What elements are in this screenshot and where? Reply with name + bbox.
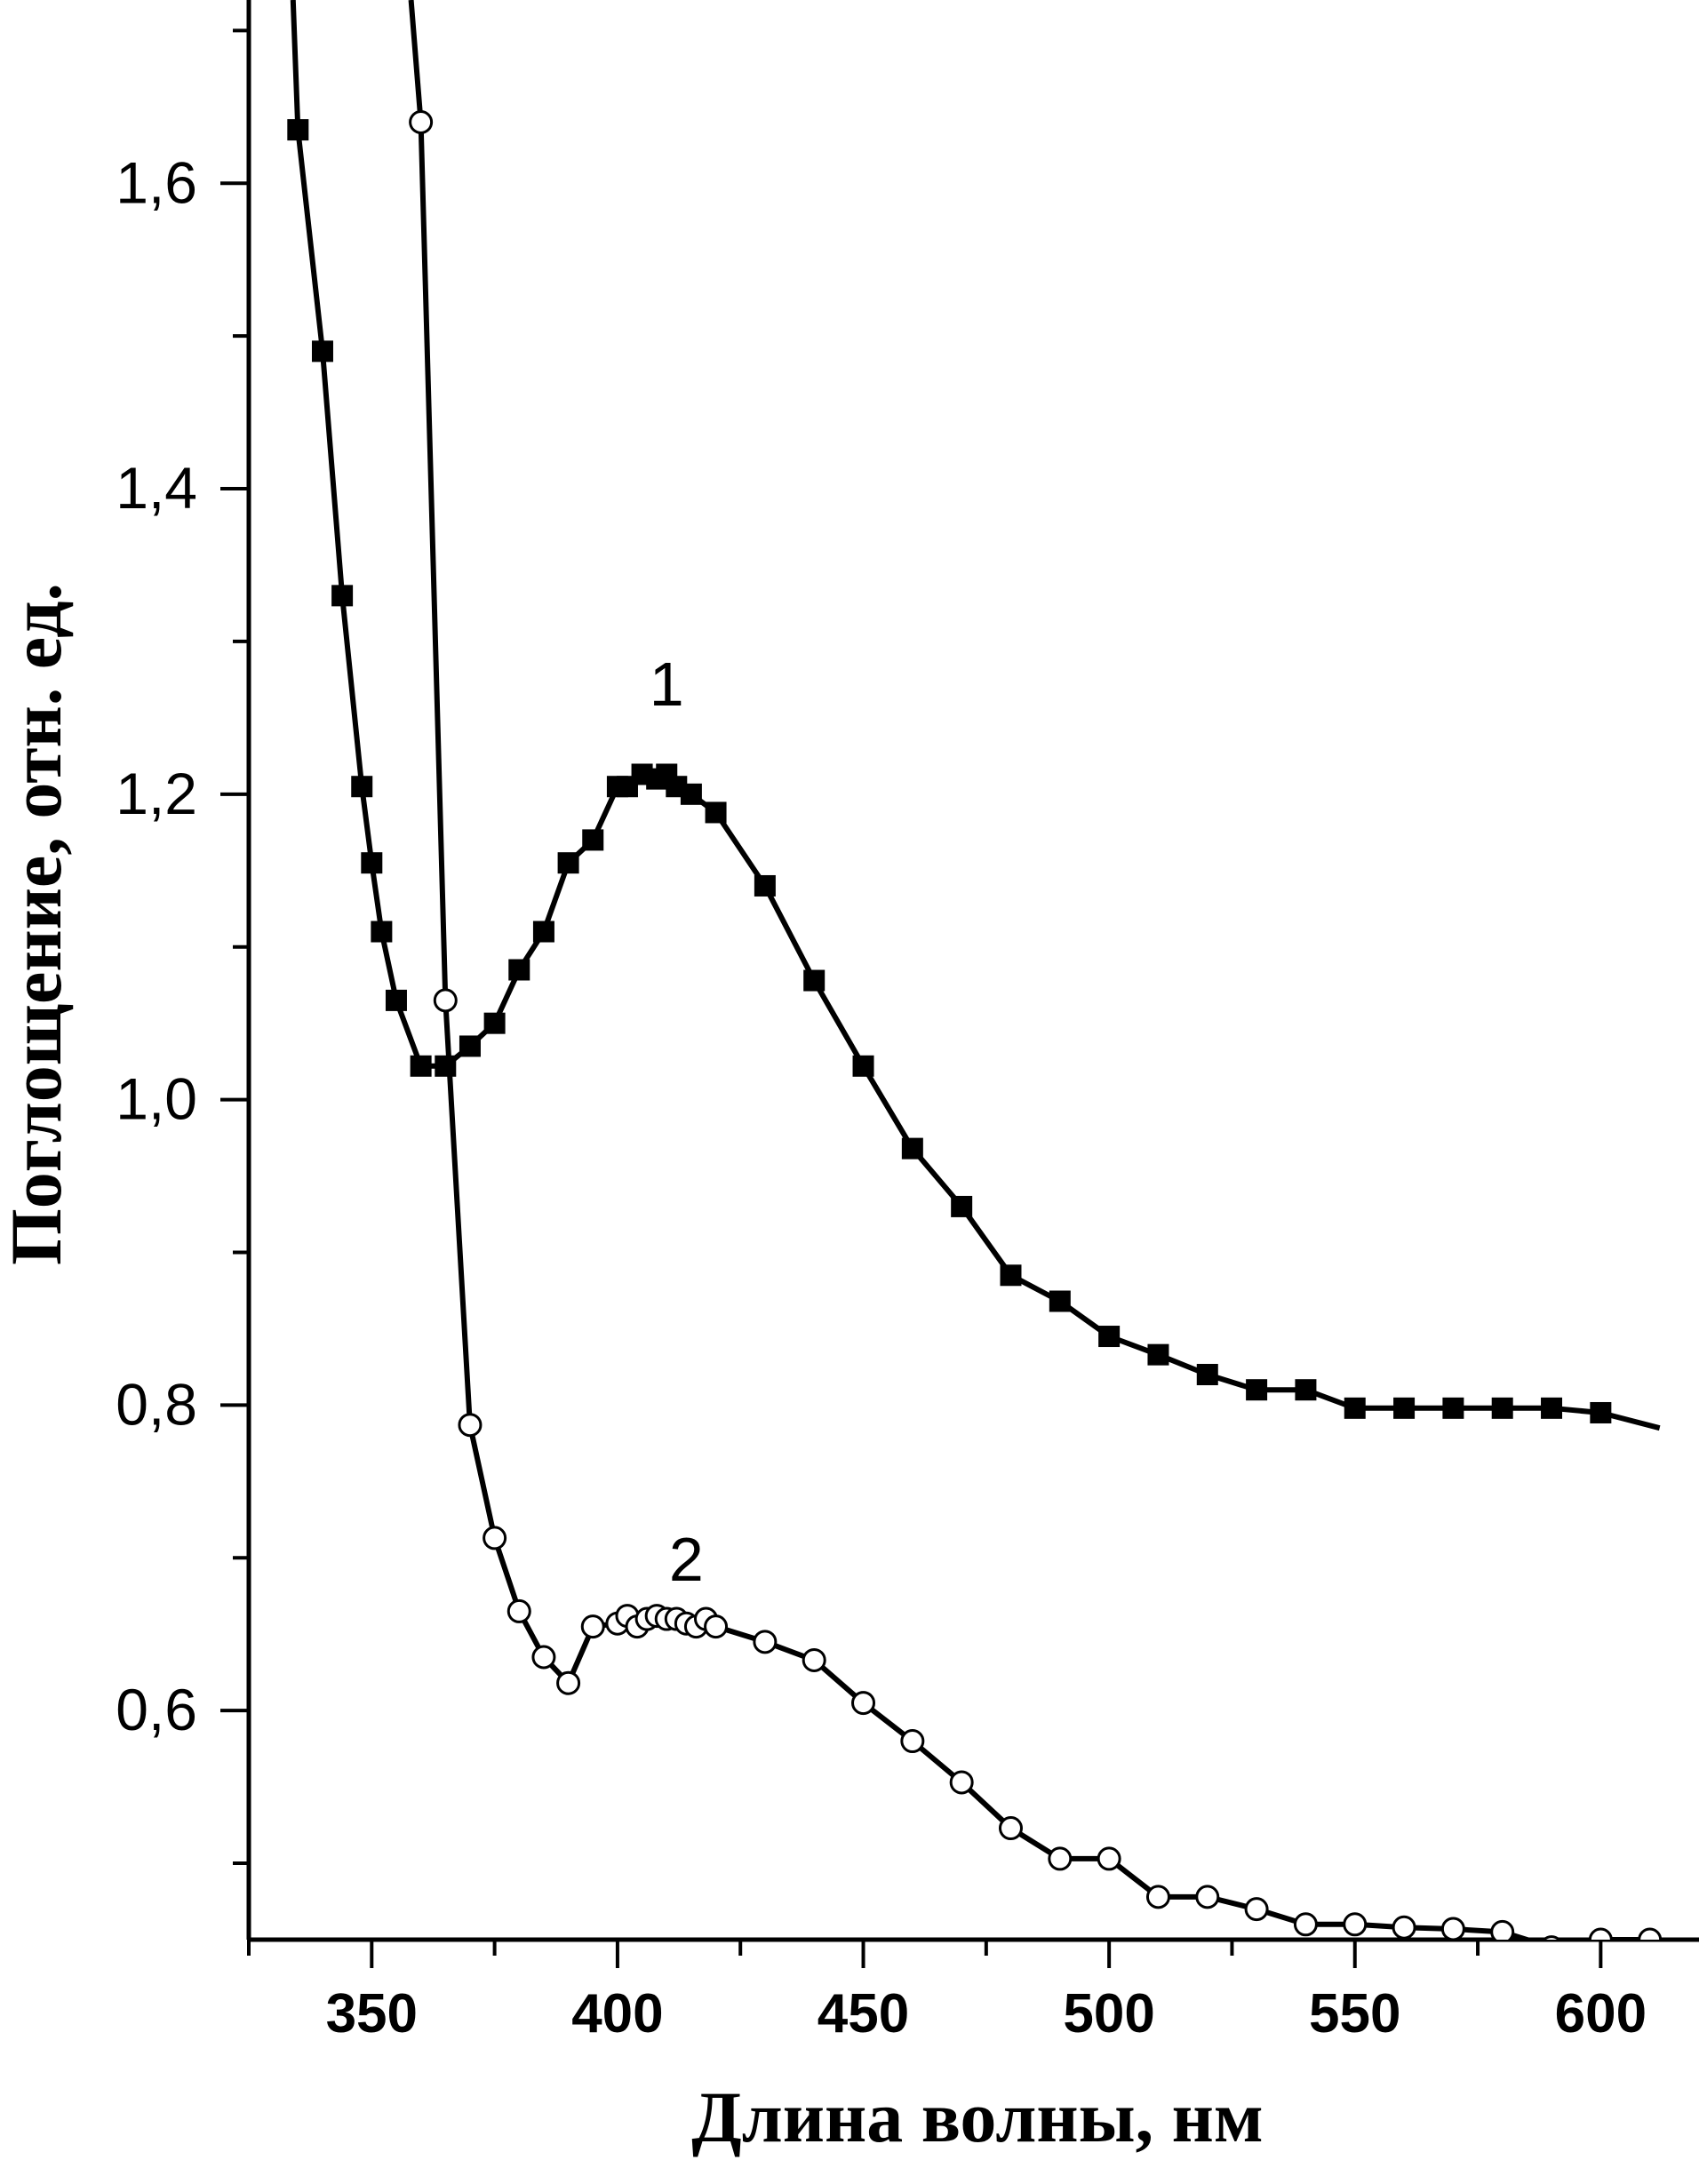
curve-label-2: 2	[669, 1525, 704, 1594]
y-tick-label: 1,6	[116, 149, 197, 215]
series-2-point	[851, 1691, 876, 1716]
y-tick-label: 0,6	[116, 1677, 197, 1742]
series-1-point	[410, 1055, 432, 1077]
x-tick-label: 400	[571, 1983, 663, 2045]
series-2-point	[1195, 1885, 1220, 1909]
series-1-point	[951, 1195, 973, 1217]
series-1-point	[311, 340, 333, 363]
series-2-point	[1097, 1846, 1121, 1871]
x-tick-label: 600	[1555, 1983, 1647, 2045]
series-2-point	[507, 1598, 531, 1623]
series-1-point	[1049, 1290, 1071, 1312]
series-2-point	[1392, 1915, 1416, 1940]
series-2-point	[1343, 1912, 1368, 1937]
series-1-point	[901, 1137, 923, 1160]
series-2-point	[1440, 1917, 1465, 1940]
x-tick-label: 450	[818, 1983, 909, 2045]
series-1-point	[1393, 1397, 1416, 1419]
series-2-point	[1048, 1846, 1073, 1871]
series-2-point	[483, 1526, 507, 1550]
series-1-point	[1246, 1379, 1268, 1401]
series-1-point	[1196, 1364, 1218, 1386]
series-2-point	[409, 110, 434, 135]
series-2-point	[531, 1645, 556, 1670]
series-2-point	[1638, 1927, 1663, 1940]
series-1-point	[852, 1055, 874, 1077]
series-1-point	[754, 874, 776, 897]
series-2-point	[1542, 1935, 1561, 1940]
series-1-point	[532, 921, 554, 943]
series-1-point	[331, 585, 354, 607]
series-1-point	[582, 829, 604, 851]
series-1-point	[351, 776, 373, 798]
series-1-point	[1590, 1401, 1612, 1423]
series-1-point	[803, 969, 826, 992]
series-1-point	[557, 852, 579, 874]
series-1-point	[435, 1055, 457, 1077]
y-axis-title: Поглощение, отн. ед.	[0, 583, 76, 1265]
series-1-point	[1147, 1343, 1169, 1366]
series-2-point	[998, 1816, 1023, 1841]
series-1-point	[371, 921, 393, 943]
series-1-point	[459, 1035, 481, 1057]
series-2-point	[1293, 1912, 1318, 1937]
series-2-point	[704, 1614, 729, 1639]
series-1-point	[385, 989, 407, 1011]
series-1-point	[1000, 1264, 1022, 1287]
curve-label-1: 1	[650, 650, 684, 719]
series-1-point	[1442, 1397, 1464, 1419]
y-tick-label: 1,0	[116, 1066, 197, 1132]
series-1-point	[361, 852, 383, 874]
series-2	[408, 0, 1694, 1940]
series-2-point	[1588, 1927, 1613, 1940]
series-2-point	[556, 1670, 581, 1695]
y-tick-label: 0,8	[116, 1371, 197, 1437]
series-2-point	[1490, 1919, 1515, 1940]
x-tick-label: 350	[326, 1983, 418, 2045]
series-1-point	[1491, 1397, 1513, 1419]
series-2-point	[458, 1413, 483, 1438]
series-2-point	[580, 1614, 605, 1639]
series-2-point	[433, 988, 458, 1013]
series-1-point	[287, 119, 309, 141]
series-layer: 12	[287, 0, 1694, 1940]
series-2-point	[1145, 1885, 1170, 1909]
x-axis-title: Длина волны, нм	[691, 2076, 1263, 2157]
series-1-point	[1541, 1397, 1563, 1419]
series-2-point	[802, 1647, 826, 1672]
series-1-point	[1295, 1379, 1317, 1401]
series-1-point	[680, 783, 702, 805]
series-2-point	[753, 1630, 778, 1654]
series-1	[287, 0, 1661, 1431]
series-2-point	[900, 1729, 925, 1754]
y-tick-label: 1,4	[116, 455, 197, 521]
series-2-point	[949, 1770, 974, 1795]
series-2-point	[1244, 1897, 1269, 1922]
axes: 350 400 450 500 550 600 0,6 0,8 1,0 1,2 1,4 1,6	[116, 0, 1699, 2045]
series-1-point	[705, 801, 727, 824]
series-1-point	[1344, 1397, 1366, 1419]
series-2-line	[408, 0, 1694, 1940]
series-1-point	[1098, 1326, 1121, 1348]
series-1-point	[508, 959, 530, 981]
series-1-point	[483, 1012, 506, 1034]
x-tick-label: 500	[1063, 1983, 1154, 2045]
y-tick-label: 1,2	[116, 761, 197, 826]
x-tick-label: 550	[1309, 1983, 1400, 2045]
